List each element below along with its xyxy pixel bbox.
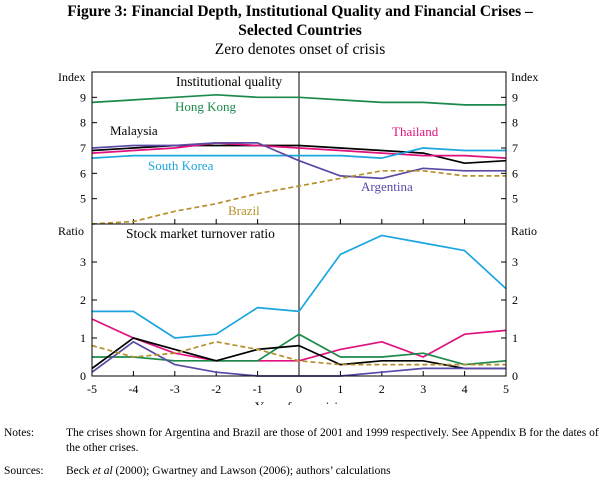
xtick-label: 1 bbox=[337, 382, 343, 396]
inst-series-brazil bbox=[91, 169, 506, 225]
sources-text-after: (2000); Gwartney and Lawson (2006); auth… bbox=[112, 465, 391, 477]
xtick-label: -5 bbox=[87, 382, 97, 396]
inst-series-argentina bbox=[91, 142, 506, 180]
series-label-malaysia: Malaysia bbox=[110, 123, 158, 138]
turnover-ytick-label-right: 0 bbox=[512, 369, 518, 383]
turnover-ytick-label-left: 2 bbox=[80, 293, 86, 307]
inst-series-thailand bbox=[91, 142, 507, 159]
turnover-ytick-label-right: 3 bbox=[512, 255, 518, 269]
xtick-label: -2 bbox=[211, 382, 221, 396]
sources-label: Sources: bbox=[4, 465, 44, 477]
notes-text: The crises shown for Argentina and Brazi… bbox=[66, 427, 599, 454]
inst-ytick-label-left: 6 bbox=[80, 166, 86, 180]
turnover-ytick-label-left: 1 bbox=[80, 331, 86, 345]
turnover-ytick-label-left: 0 bbox=[80, 369, 86, 383]
inst-panel-title: Institutional quality bbox=[176, 74, 282, 89]
series-label-brazil: Brazil bbox=[228, 203, 260, 218]
inst-ytick-label-left: 8 bbox=[80, 116, 86, 130]
turnover-series-south-korea bbox=[92, 234, 507, 339]
inst-ytick-label-right: 9 bbox=[512, 90, 518, 104]
turnover-series-malaysia bbox=[91, 337, 506, 370]
sources-text-before: Beck bbox=[66, 465, 93, 477]
figure-title-line1: Figure 3: Financial Depth, Institutional… bbox=[67, 3, 533, 20]
inst-ytick-label-left: 5 bbox=[80, 192, 86, 206]
inst-ytick-label-right: 5 bbox=[512, 192, 518, 206]
sources-text: Beck et al (2000); Gwartney and Lawson (… bbox=[66, 464, 600, 479]
turnover-series-brazil bbox=[91, 340, 506, 366]
inst-ytick-label-right: 8 bbox=[512, 116, 518, 130]
inst-ytick-label-right: 7 bbox=[512, 141, 518, 155]
series-label-thailand: Thailand bbox=[392, 124, 439, 139]
series-label-south-korea: South Korea bbox=[148, 158, 214, 173]
turnover-series-hong-kong bbox=[92, 333, 507, 366]
inst-series-hong-kong bbox=[91, 93, 506, 106]
turnover-panel-title: Stock market turnover ratio bbox=[126, 226, 275, 241]
turnover-ytick-label-left: 3 bbox=[80, 255, 86, 269]
x-axis-title: Years from crisis bbox=[255, 399, 343, 405]
figure-subtitle: Zero denotes onset of crisis bbox=[214, 41, 386, 58]
xtick-label: 4 bbox=[462, 382, 468, 396]
xtick-label: -1 bbox=[253, 382, 263, 396]
inst-ytick-label-left: 7 bbox=[80, 141, 86, 155]
xtick-label: 0 bbox=[296, 382, 302, 396]
inst-series-south-korea bbox=[91, 147, 506, 159]
notes-label: Notes: bbox=[4, 427, 35, 439]
figure-title-line2: Selected Countries bbox=[238, 22, 362, 39]
turnover-ytick-label-right: 1 bbox=[512, 331, 518, 345]
series-label-argentina: Argentina bbox=[361, 179, 413, 194]
inst-ytick-label-left: 9 bbox=[80, 90, 86, 104]
chart-area: Index Index 5 5 6 6 7 7 8 8 9 9 Institutional qualit… bbox=[58, 70, 538, 405]
inst-ylabel-left: Index bbox=[58, 70, 85, 84]
xtick-label: -3 bbox=[170, 382, 180, 396]
xtick-label: 3 bbox=[420, 382, 426, 396]
xtick-label: 2 bbox=[379, 382, 385, 396]
figure-title: Figure 3: Financial Depth, Institutional… bbox=[0, 2, 600, 40]
turnover-ylabel-left: Ratio bbox=[58, 224, 84, 238]
inst-ytick-label-right: 6 bbox=[512, 166, 518, 180]
inst-ylabel-right: Index bbox=[511, 70, 538, 84]
series-label-hong-kong: Hong Kong bbox=[175, 99, 237, 114]
sources-text-italic: et al bbox=[92, 465, 113, 477]
turnover-ytick-label-right: 2 bbox=[512, 293, 518, 307]
turnover-ylabel-right: Ratio bbox=[511, 224, 537, 238]
xtick-label: 5 bbox=[503, 382, 509, 396]
xtick-label: -4 bbox=[128, 382, 138, 396]
